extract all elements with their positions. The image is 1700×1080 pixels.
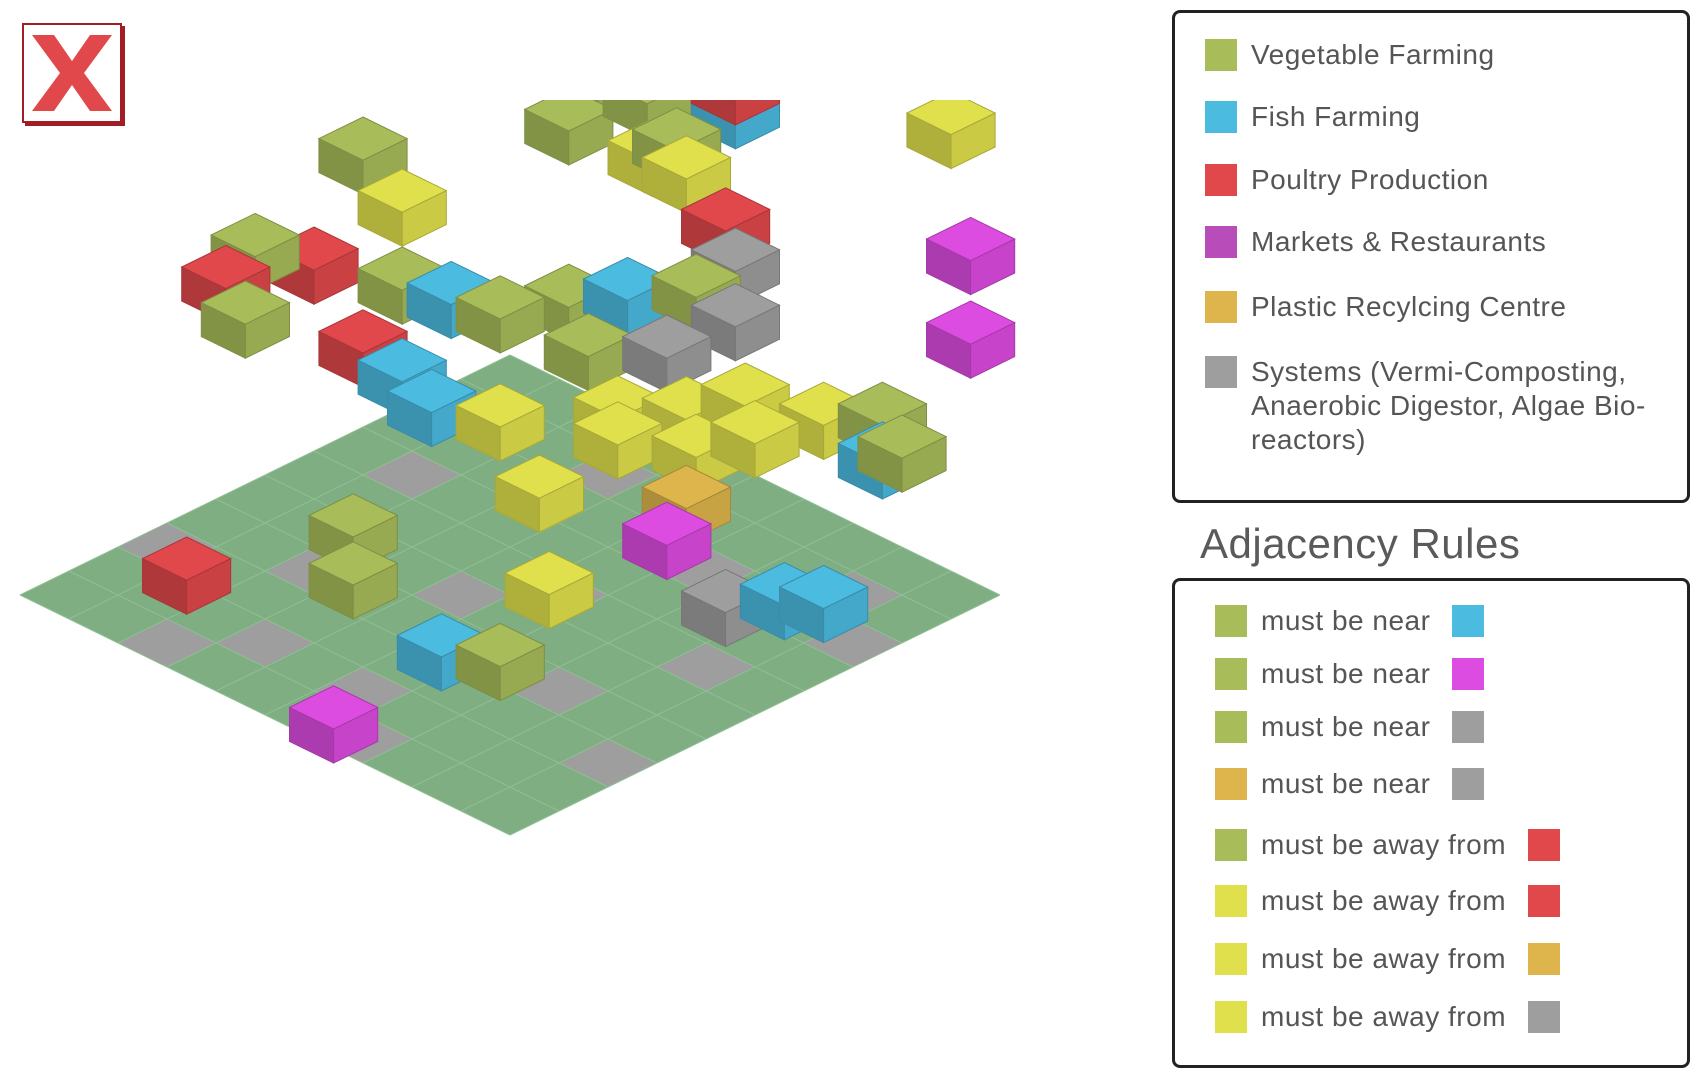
poultry-block-side <box>734 100 780 126</box>
vegetable-block-top <box>856 414 948 459</box>
grid-line <box>68 570 560 812</box>
rule-text: must be away from <box>1261 1001 1507 1032</box>
rule-swatch-from <box>1215 1001 1247 1033</box>
rule-row: must be near <box>1215 603 1675 639</box>
legend-label: Vegetable Farming <box>1251 39 1495 70</box>
rule-swatch-to <box>1528 829 1560 861</box>
systems-block-top <box>621 314 713 359</box>
isometric-site-model <box>19 100 1016 836</box>
rule-swatch-to <box>1452 711 1484 743</box>
rule-text: must be away from <box>1261 829 1507 860</box>
legend-label-line3: reactors) <box>1251 424 1366 455</box>
systems-block-top <box>690 283 781 328</box>
yellow-block-top <box>572 401 664 446</box>
rule-text: must be near <box>1261 658 1431 689</box>
yellow-block-top <box>905 100 997 136</box>
yellow-block-top <box>503 550 595 596</box>
fish-block-top <box>582 256 673 302</box>
rule-text: must be away from <box>1261 885 1507 916</box>
rule-row: must be away from <box>1215 999 1675 1035</box>
yellow-block-top <box>356 168 448 213</box>
grid-line <box>362 522 854 764</box>
vegetable-block-top <box>317 116 409 161</box>
grid-line <box>215 498 707 740</box>
rule-swatch-from <box>1215 711 1247 743</box>
rule-row: must be away from <box>1215 827 1675 863</box>
grid-line <box>509 594 1001 836</box>
yellow-block-top <box>454 383 546 428</box>
legend-label-line2: Anaerobic Digestor, Algae Bio- <box>1251 390 1646 421</box>
fish-block-top <box>386 368 477 414</box>
rule-swatch-from <box>1215 885 1247 917</box>
legend-swatch <box>1205 356 1237 388</box>
legend-label: Fish Farming <box>1251 101 1421 132</box>
poultry-block-side <box>690 100 736 126</box>
legend-label: Poultry Production <box>1251 164 1489 195</box>
fish-block-top <box>356 338 448 383</box>
rule-row: must be near <box>1215 766 1675 802</box>
rule-text: must be near <box>1261 768 1431 799</box>
poultry-block-top <box>180 244 272 290</box>
vegetable-block-top <box>454 622 546 668</box>
vegetable-block-top <box>543 312 634 358</box>
plastic-block-top <box>641 464 732 510</box>
vegetable-block-top <box>454 275 546 320</box>
rule-swatch-from <box>1215 768 1247 800</box>
poultry-block-top <box>680 187 771 232</box>
market-block-top <box>288 685 379 730</box>
legend-label: Plastic Recylcing Centre <box>1251 291 1567 322</box>
rule-swatch-from <box>1215 829 1247 861</box>
vegetable-block-top <box>638 100 657 105</box>
legend-swatch <box>1205 39 1237 71</box>
legend-swatch <box>1205 291 1237 323</box>
adjacency-rules-box: must be near must be near must be near m… <box>1172 578 1690 1068</box>
rule-row: must be away from <box>1215 883 1675 919</box>
poultry-block-top <box>317 309 409 354</box>
rule-row: must be away from <box>1215 941 1675 977</box>
rule-swatch-from <box>1215 605 1247 637</box>
rule-swatch-to <box>1528 1001 1560 1033</box>
vegetable-block-top <box>523 100 615 132</box>
rule-swatch-from <box>1215 943 1247 975</box>
program-legend: Vegetable Farming Fish Farming Poultry P… <box>1172 10 1690 503</box>
rule-text: must be near <box>1261 605 1431 636</box>
market-block-top <box>621 501 713 546</box>
legend-swatch <box>1205 226 1237 258</box>
adjacency-rules-title: Adjacency Rules <box>1200 520 1521 567</box>
poultry-block-top <box>141 536 232 581</box>
market-block-top <box>925 216 1016 262</box>
legend-label: Markets & Restaurants <box>1251 226 1547 257</box>
legend-label: Systems (Vermi-Composting, <box>1251 356 1627 387</box>
yellow-block-top <box>641 135 732 180</box>
rule-row: must be near <box>1215 656 1675 692</box>
rule-swatch-to <box>1452 605 1484 637</box>
rule-swatch-to <box>1528 943 1560 975</box>
close-icon <box>32 35 112 111</box>
yellow-block-top <box>709 400 801 445</box>
close-button[interactable] <box>22 23 122 123</box>
rule-swatch-to <box>1528 885 1560 917</box>
fish-block-top <box>396 613 487 658</box>
systems-block-top <box>690 227 781 272</box>
grid-line <box>460 570 952 812</box>
vegetable-block-top <box>650 253 742 298</box>
fish-block-top <box>778 564 869 610</box>
rule-text: must be away from <box>1261 943 1507 974</box>
vegetable-block-top <box>200 280 291 325</box>
legend-swatch <box>1205 101 1237 133</box>
rule-swatch-from <box>1215 658 1247 690</box>
vegetable-block-top <box>209 212 301 258</box>
grid-line <box>19 594 511 836</box>
market-block-top <box>925 300 1016 345</box>
rule-swatch-to <box>1452 768 1484 800</box>
vegetable-block-top <box>307 541 399 586</box>
vegetable-block-top <box>307 493 399 538</box>
yellow-block-top <box>494 454 585 499</box>
legend-swatch <box>1205 164 1237 196</box>
rule-swatch-to <box>1452 658 1484 690</box>
rule-text: must be near <box>1261 711 1431 742</box>
rule-row: must be near <box>1215 709 1675 745</box>
